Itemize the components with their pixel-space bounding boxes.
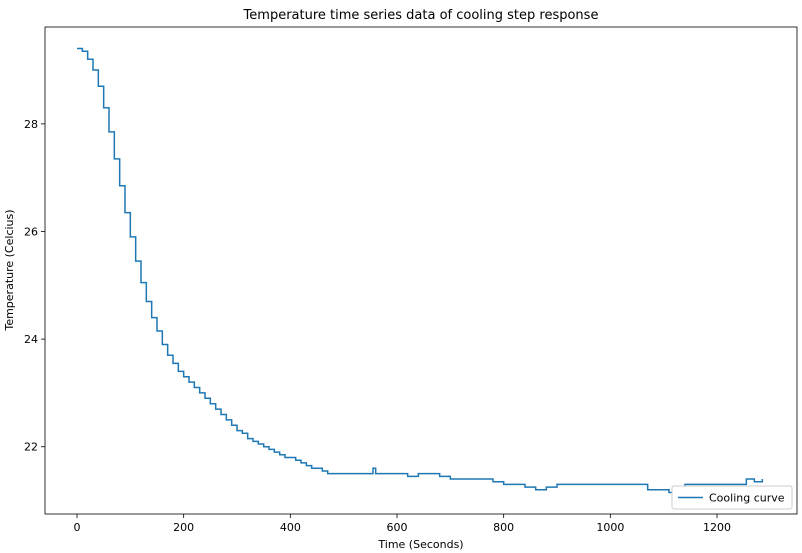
legend: Cooling curve <box>671 485 793 510</box>
x-tick-label: 0 <box>74 521 81 534</box>
y-tick-label: 28 <box>24 118 38 131</box>
legend-box <box>671 485 793 510</box>
x-tick-label: 1000 <box>596 521 624 534</box>
x-tick-label: 400 <box>280 521 301 534</box>
y-axis-label: Temperature (Celcius) <box>3 209 16 331</box>
plot-frame <box>44 26 798 515</box>
x-tick-label: 600 <box>387 521 408 534</box>
x-tick-label: 200 <box>173 521 194 534</box>
x-tick-label: 800 <box>493 521 514 534</box>
legend-label: Cooling curve <box>709 492 785 505</box>
y-tick-label: 22 <box>24 441 38 454</box>
cooling-curve-line <box>77 47 764 494</box>
x-axis: 0 200 400 600 800 1000 1200 <box>74 514 731 534</box>
y-axis: 22 24 26 28 <box>24 118 45 454</box>
y-tick-label: 24 <box>24 333 38 346</box>
x-tick-label: 1200 <box>703 521 731 534</box>
chart-title: Temperature time series data of cooling … <box>243 8 599 23</box>
y-tick-label: 26 <box>24 225 38 238</box>
x-axis-label: Time (Seconds) <box>377 538 463 551</box>
